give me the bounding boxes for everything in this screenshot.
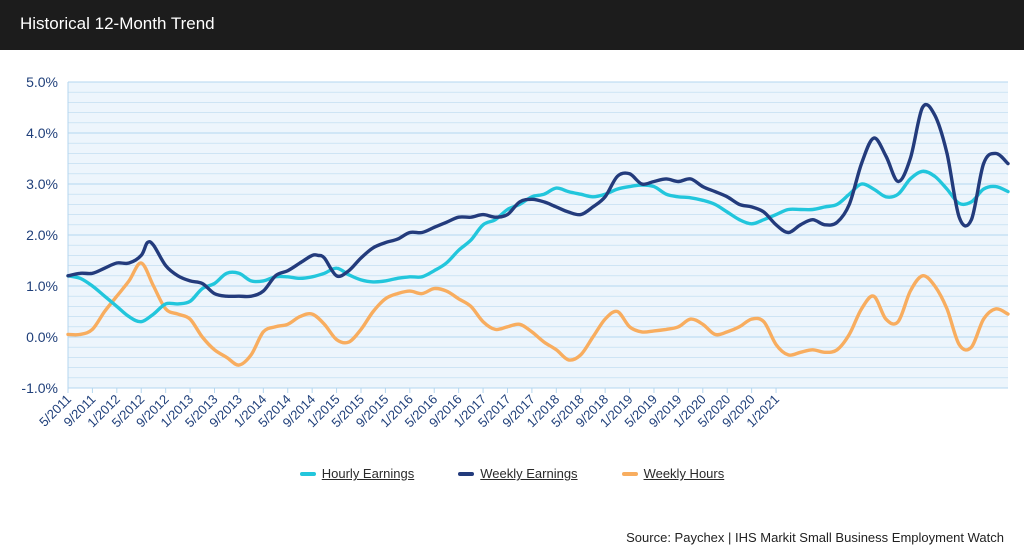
y-tick-label: 0.0%	[26, 329, 58, 345]
series-line-hourly	[66, 169, 1010, 324]
legend-swatch-hourly	[299, 471, 316, 476]
legend-item-weekly-earnings[interactable]: Weekly Earnings	[458, 466, 578, 481]
legend-item-weekly-hours[interactable]: Weekly Hours	[621, 466, 725, 481]
legend-label-weekly-earnings: Weekly Earnings	[480, 466, 578, 481]
source-note: Source: Paychex | IHS Markit Small Busin…	[626, 530, 1004, 545]
legend-label-weekly-hours: Weekly Hours	[643, 466, 725, 481]
title-bar: Historical 12-Month Trend	[0, 0, 1024, 50]
legend-swatch-weekly-earnings	[458, 471, 475, 476]
chart-legend: Hourly Earnings Weekly Earnings Weekly H…	[0, 466, 1024, 481]
y-tick-label: 5.0%	[26, 74, 58, 90]
series-line-weekly-hours	[66, 261, 1010, 367]
legend-label-hourly: Hourly Earnings	[321, 466, 415, 481]
legend-swatch-weekly-hours	[621, 471, 638, 476]
y-tick-label: -1.0%	[21, 380, 58, 396]
y-tick-label: 4.0%	[26, 125, 58, 141]
y-tick-label: 2.0%	[26, 227, 58, 243]
chart-title: Historical 12-Month Trend	[20, 14, 215, 33]
series-line-weekly-earnings	[66, 102, 1010, 299]
y-tick-label: 1.0%	[26, 278, 58, 294]
line-chart: -1.0%0.0%1.0%2.0%3.0%4.0%5.0%5/20119/201…	[21, 74, 1010, 430]
legend-item-hourly-earnings[interactable]: Hourly Earnings	[299, 466, 415, 481]
y-tick-label: 3.0%	[26, 176, 58, 192]
